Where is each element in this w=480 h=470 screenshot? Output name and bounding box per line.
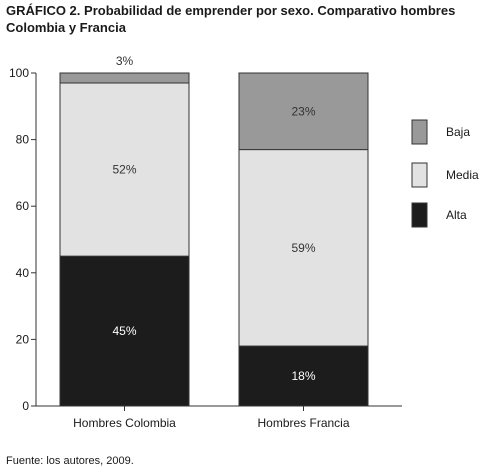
data-label: 18% [291, 369, 315, 383]
y-tick-label: 60 [16, 199, 30, 213]
chart-title: GRÁFICO 2. Probabilidad de emprender por… [6, 2, 476, 36]
legend-swatch-alta [411, 202, 428, 228]
y-tick-label: 100 [9, 66, 29, 80]
y-tick-label: 40 [16, 266, 30, 280]
y-tick-label: 0 [22, 399, 29, 413]
legend-label-media: Media [446, 168, 479, 182]
data-label: 52% [112, 163, 136, 177]
y-tick-label: 20 [16, 332, 30, 346]
bar-segment-alta [238, 345, 369, 407]
bar-segment-baja [59, 72, 190, 84]
legend-label-alta: Alta [446, 208, 467, 222]
chart-title-lead: GRÁFICO 2. [6, 3, 81, 18]
data-label: 3% [116, 54, 134, 68]
legend-label-baja: Baja [446, 125, 470, 139]
legend-swatch-baja [411, 119, 428, 145]
x-category-label: Hombres Francia [257, 416, 349, 430]
bar-segment-media [238, 149, 369, 347]
bar-segment-media [59, 82, 190, 257]
data-label: 59% [291, 241, 315, 255]
bar-segment-alta [59, 255, 190, 407]
data-label: 45% [112, 324, 136, 338]
y-tick-label: 80 [16, 133, 30, 147]
bar-segment-baja [238, 72, 369, 151]
legend-swatch-media [411, 162, 428, 188]
source-note: Fuente: los autores, 2009. [6, 455, 134, 467]
x-category-label: Hombres Colombia [73, 416, 176, 430]
chart-title-text: Probabilidad de emprender por sexo. Comp… [6, 3, 456, 35]
data-label: 23% [291, 104, 315, 118]
